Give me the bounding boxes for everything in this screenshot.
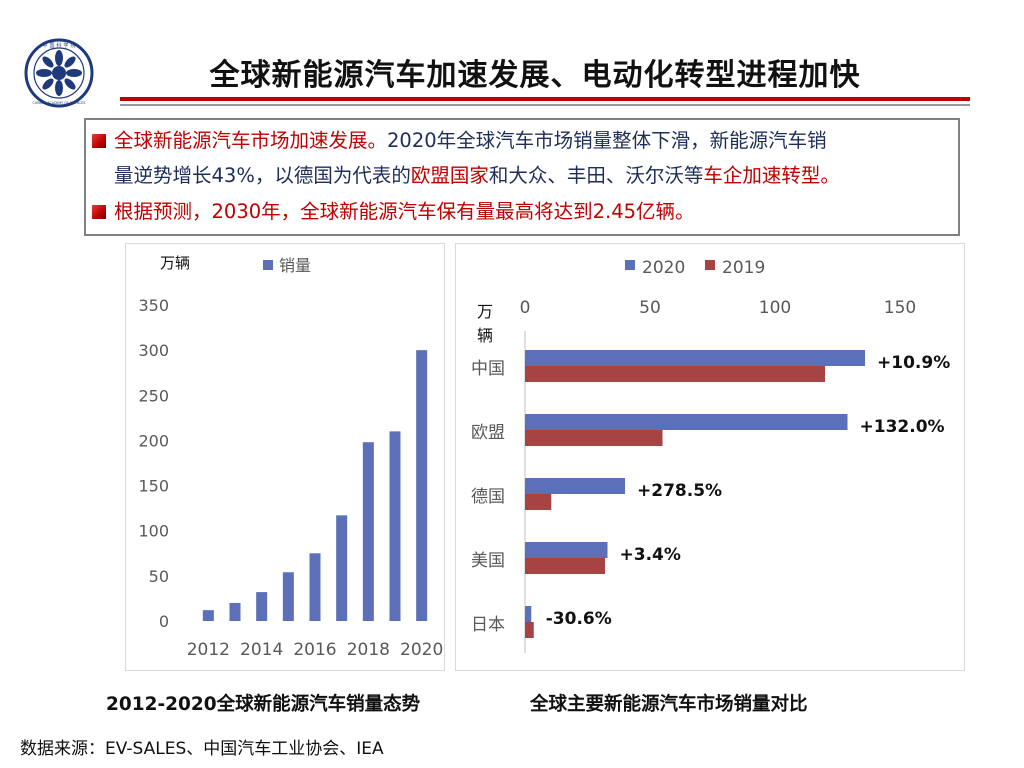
data-source-note: 数据来源：EV-SALES、中国汽车工业协会、IEA bbox=[20, 739, 384, 759]
legend-swatch-2019 bbox=[705, 260, 715, 270]
bar-2013 bbox=[229, 602, 241, 621]
cas-logo: 中国科学院 CHINESE ACADEMY OF SCIENCES bbox=[24, 38, 94, 108]
summary-box: 全球新能源汽车市场加速发展。2020年全球汽车市场销量整体下滑，新能源汽车销 量… bbox=[84, 118, 960, 236]
bar-德国-2020 bbox=[525, 478, 625, 494]
bar-2019 bbox=[389, 431, 401, 621]
x-tick-label: 2020 bbox=[400, 640, 443, 660]
sales-trend-chart: 万辆 销量 0 50 100 150 200 250 300 350 2012 2014 2016 201… bbox=[138, 254, 443, 660]
growth-annotation: +132.0% bbox=[860, 417, 945, 437]
category-label: 德国 bbox=[471, 487, 505, 507]
x-axis-unit-label: 万 bbox=[477, 302, 493, 321]
market-comparison-chart: 2020 2019 万辆 0 50 100 150 中国 +10.9% 欧盟 +132.0% 德国 +2… bbox=[471, 258, 950, 653]
bar-2016 bbox=[309, 553, 321, 621]
x-tick-label: 0 bbox=[520, 298, 531, 318]
x-tick-label: 2012 bbox=[187, 640, 230, 660]
y-tick-label: 50 bbox=[149, 567, 169, 586]
bar-2012 bbox=[202, 610, 214, 621]
y-axis-unit-label: 万辆 bbox=[160, 254, 190, 272]
bar-2014 bbox=[256, 592, 268, 621]
market-comparison-panel bbox=[455, 243, 965, 671]
x-tick-label: 2016 bbox=[293, 640, 336, 660]
y-tick-label: 300 bbox=[138, 341, 169, 360]
logo-char: 中 bbox=[42, 42, 47, 49]
summary-line-1: 全球新能源汽车市场加速发展。2020年全球汽车市场销量整体下滑，新能源汽车销 bbox=[114, 129, 827, 152]
left-chart-caption: 2012-2020全球新能源汽车销量态势 bbox=[106, 694, 421, 715]
growth-annotation: +10.9% bbox=[877, 353, 950, 373]
x-tick-label: 100 bbox=[759, 298, 791, 318]
bar-德国-2019 bbox=[525, 494, 552, 510]
category-label: 中国 bbox=[471, 359, 505, 379]
y-tick-label: 350 bbox=[138, 296, 169, 315]
bar-日本-2020 bbox=[525, 606, 532, 622]
page-title: 全球新能源汽车加速发展、电动化转型进程加快 bbox=[209, 58, 861, 93]
growth-annotation: +3.4% bbox=[620, 545, 681, 565]
legend-swatch-2020 bbox=[625, 260, 635, 270]
bar-2020 bbox=[416, 350, 428, 621]
bar-2018 bbox=[362, 442, 374, 621]
bar-美国-2020 bbox=[525, 542, 608, 558]
legend-label: 销量 bbox=[279, 256, 311, 275]
growth-annotation: +278.5% bbox=[637, 481, 722, 501]
bar-欧盟-2020 bbox=[525, 414, 848, 430]
category-label: 欧盟 bbox=[471, 423, 505, 443]
bar-2015 bbox=[282, 572, 294, 621]
bullet-icon bbox=[92, 134, 106, 148]
x-tick-label: 2014 bbox=[240, 640, 283, 660]
x-axis-unit-label: 辆 bbox=[477, 326, 493, 345]
x-tick-label: 2018 bbox=[347, 640, 390, 660]
bar-美国-2019 bbox=[525, 558, 605, 574]
legend-label-2020: 2020 bbox=[642, 258, 685, 278]
legend-swatch bbox=[263, 260, 273, 270]
bullet-icon bbox=[92, 205, 106, 219]
x-tick-label: 50 bbox=[639, 298, 661, 318]
title-underline-grey bbox=[120, 104, 970, 106]
right-chart-caption: 全球主要新能源汽车市场销量对比 bbox=[530, 694, 808, 715]
y-tick-label: 100 bbox=[138, 522, 169, 541]
summary-line-3: 根据预测，2030年，全球新能源汽车保有量最高将达到2.45亿辆。 bbox=[114, 200, 695, 223]
bar-2017 bbox=[336, 515, 348, 621]
bar-日本-2019 bbox=[525, 622, 534, 638]
x-tick-label: 150 bbox=[884, 298, 916, 318]
title-underline-red bbox=[120, 97, 970, 101]
bar-欧盟-2019 bbox=[525, 430, 663, 446]
logo-subtitle: CHINESE ACADEMY OF SCIENCES bbox=[33, 101, 86, 105]
y-tick-label: 250 bbox=[138, 386, 169, 405]
y-tick-label: 200 bbox=[138, 431, 169, 450]
growth-annotation: -30.6% bbox=[546, 609, 612, 629]
y-tick-label: 0 bbox=[159, 612, 169, 631]
bar-中国-2019 bbox=[525, 366, 825, 382]
y-tick-label: 150 bbox=[138, 477, 169, 496]
legend-label-2019: 2019 bbox=[722, 258, 765, 278]
category-label: 美国 bbox=[471, 551, 505, 571]
category-label: 日本 bbox=[471, 615, 505, 635]
summary-line-2: 量逆势增长43%，以德国为代表的欧盟国家和大众、丰田、沃尔沃等车企加速转型。 bbox=[114, 164, 840, 187]
bar-中国-2020 bbox=[525, 350, 865, 366]
